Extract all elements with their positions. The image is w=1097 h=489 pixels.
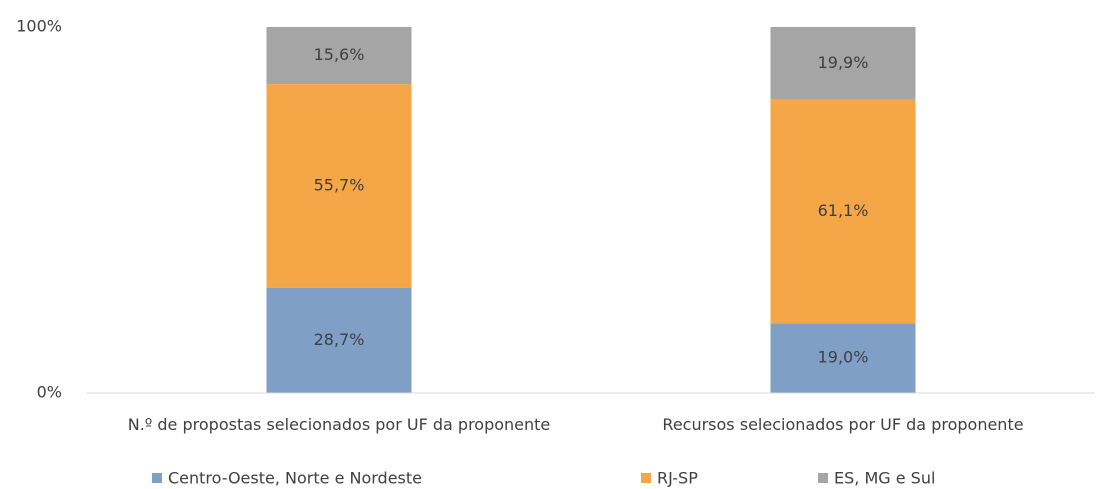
x-tick-label: N.º de propostas selecionados por UF da … [128,415,551,434]
data-label: 19,0% [818,348,869,367]
x-tick-label-line: Recursos selecionados por UF da proponen… [662,415,1023,434]
data-label: 28,7% [314,330,365,349]
data-label: 15,6% [314,45,365,64]
legend-swatch [152,473,162,483]
legend-label: RJ-SP [657,469,698,488]
bar-segment [770,323,916,393]
legend-swatch [818,473,828,483]
bar-segment [266,84,412,288]
y-tick-label: 100% [16,17,62,36]
bar-segment [770,27,916,100]
y-tick-label: 0% [37,383,62,402]
x-tick-label-line: N.º de propostas selecionados por UF da … [128,415,551,434]
x-tick-label: Recursos selecionados por UF da proponen… [662,415,1023,434]
data-label: 61,1% [818,201,869,220]
bar-segment [770,99,916,324]
data-label: 19,9% [818,53,869,72]
legend-swatch [641,473,651,483]
legend-label: Centro-Oeste, Norte e Nordeste [168,469,422,488]
bar-segment [266,27,412,85]
legend-label: ES, MG e Sul [834,469,935,488]
bar-segment [266,287,412,393]
data-label: 55,7% [314,176,365,195]
